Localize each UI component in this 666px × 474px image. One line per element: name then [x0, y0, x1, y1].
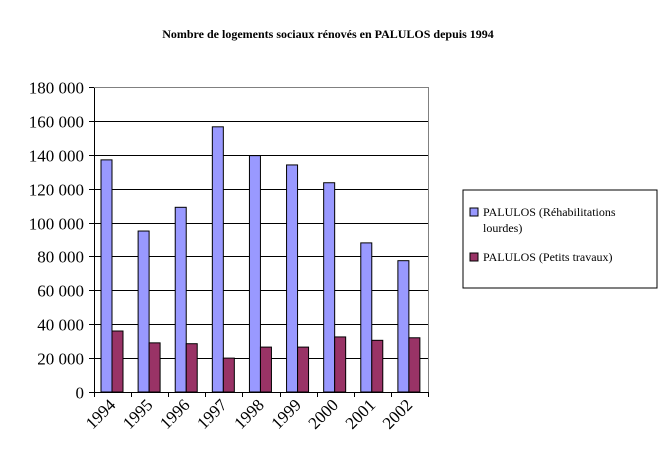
- legend: PALULOS (Réhabilitations lourdes) PALULOS …: [462, 189, 658, 289]
- bar-series2: [371, 339, 384, 393]
- y-tick-label: 160 000: [29, 113, 84, 132]
- bar-series1: [323, 182, 336, 393]
- x-tick-labels: 1994 1995 1996 1997 1998 1999 2000 2001 2002: [82, 395, 416, 433]
- bar-series1: [174, 206, 187, 393]
- axes: [89, 87, 429, 397]
- legend-swatch-series1: [469, 207, 479, 217]
- x-tick-label: 1995: [119, 395, 156, 432]
- bar-series1: [397, 260, 410, 393]
- x-tick-label: 1998: [230, 395, 267, 432]
- y-tick-label: 80 000: [37, 248, 84, 267]
- y-tick-label: 180 000: [29, 79, 84, 98]
- legend-label-series2: PALULOS (Petits travaux): [483, 250, 613, 264]
- y-tick-label: 120 000: [29, 181, 84, 200]
- chart-title: Nombre de logements sociaux rénovés en P…: [162, 27, 494, 41]
- bar-series2: [408, 337, 421, 393]
- x-tick-label: 2002: [379, 395, 416, 432]
- bar-series2: [334, 336, 347, 393]
- bar-series1: [286, 164, 299, 393]
- bar-series1: [211, 126, 224, 393]
- bar-series2: [111, 330, 124, 393]
- bar-series1: [248, 155, 261, 393]
- bar-series2: [185, 343, 198, 393]
- y-tick-labels: 0 20 000 40 000 60 000 80 000 100 000 120 000 1…: [29, 79, 84, 403]
- bar-series2: [297, 346, 310, 393]
- legend-box: [462, 189, 658, 289]
- y-tick-label: 20 000: [37, 350, 84, 369]
- y-tick-label: 140 000: [29, 147, 84, 166]
- bar-series2: [222, 357, 235, 393]
- bar-series1: [137, 230, 150, 393]
- y-tick-label: 0: [76, 384, 85, 403]
- x-tick-label: 1994: [82, 395, 120, 433]
- legend-swatch-series2: [469, 252, 479, 262]
- x-tick-label: 2000: [305, 395, 342, 432]
- x-tick-label: 1999: [267, 395, 304, 432]
- y-tick-label: 100 000: [29, 215, 84, 234]
- bars: [100, 126, 421, 393]
- y-tick-label: 40 000: [37, 316, 84, 335]
- x-tick-label: 1997: [193, 395, 231, 433]
- bar-series2: [148, 342, 161, 393]
- x-tick-label: 1996: [156, 395, 193, 432]
- legend-label-series1: PALULOS (Réhabilitations lourdes): [483, 205, 616, 235]
- bar-series1: [360, 242, 373, 393]
- bar-series1: [100, 159, 113, 393]
- y-tick-label: 60 000: [37, 282, 84, 301]
- x-tick-label: 2001: [342, 395, 379, 432]
- bar-series2: [259, 346, 272, 393]
